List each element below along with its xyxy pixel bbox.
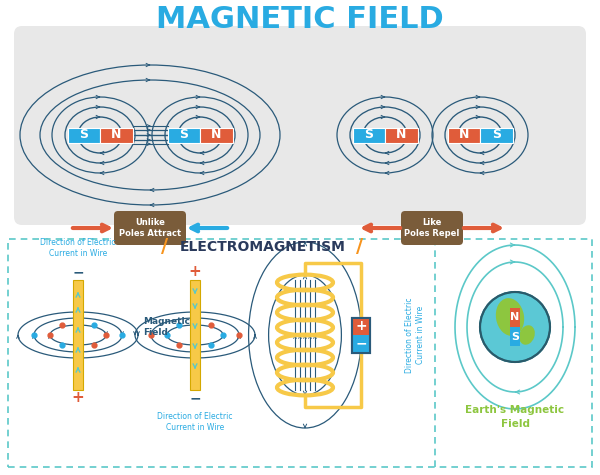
Text: S: S (79, 129, 88, 142)
Bar (200, 127, 233, 142)
Text: N: N (111, 129, 121, 142)
Text: Direction of Electric
Current in Wire: Direction of Electric Current in Wire (157, 412, 233, 432)
Bar (352, 335, 370, 352)
Text: S: S (492, 129, 501, 142)
Ellipse shape (519, 325, 535, 345)
Bar (352, 317, 370, 335)
Text: Earth's Magnetic
Field: Earth's Magnetic Field (466, 405, 565, 428)
Text: Magnetic
Field: Magnetic Field (143, 317, 190, 337)
Circle shape (480, 292, 550, 362)
Bar (100, 127, 133, 142)
Bar (190, 280, 200, 390)
Bar (67, 127, 100, 142)
Text: +: + (71, 390, 85, 406)
Bar (448, 127, 480, 142)
Text: Unlike
Poles Attract: Unlike Poles Attract (119, 218, 181, 238)
Text: S: S (364, 129, 373, 142)
Text: N: N (396, 129, 406, 142)
Bar (8, 239, 592, 467)
Bar (352, 317, 370, 352)
FancyBboxPatch shape (401, 211, 463, 245)
Bar (510, 327, 520, 346)
Text: +: + (355, 319, 367, 333)
Text: +: + (188, 265, 202, 279)
Text: MAGNETIC FIELD: MAGNETIC FIELD (156, 4, 444, 34)
Text: Like
Poles Repel: Like Poles Repel (404, 218, 460, 238)
Bar (167, 127, 200, 142)
Bar (480, 127, 512, 142)
Text: −: − (72, 265, 84, 279)
Ellipse shape (496, 298, 524, 336)
Text: S: S (179, 129, 188, 142)
Bar (510, 308, 520, 327)
Text: Direction of Electric
Current in Wire: Direction of Electric Current in Wire (405, 297, 425, 373)
Bar (353, 127, 385, 142)
Text: /: / (356, 238, 364, 256)
Text: N: N (211, 129, 221, 142)
Text: /: / (161, 238, 169, 256)
FancyBboxPatch shape (114, 211, 186, 245)
Text: ELECTROMAGNETISM: ELECTROMAGNETISM (180, 240, 346, 254)
Text: N: N (458, 129, 469, 142)
Text: −: − (355, 337, 367, 351)
Bar (385, 127, 418, 142)
Text: Direction of Electric
Current in Wire: Direction of Electric Current in Wire (40, 238, 116, 258)
Text: −: − (189, 391, 201, 405)
Text: S: S (511, 332, 519, 342)
Text: N: N (511, 313, 520, 323)
Bar (352, 317, 370, 352)
Bar (73, 280, 83, 390)
FancyBboxPatch shape (14, 26, 586, 225)
